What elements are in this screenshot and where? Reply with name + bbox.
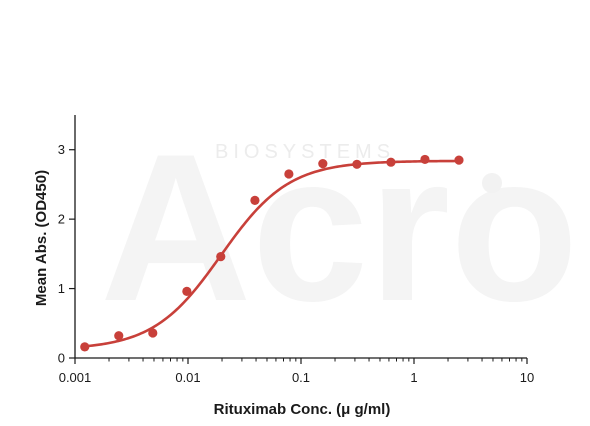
x-tick-label: 0.001: [59, 370, 92, 385]
watermark: Acro BIOSYSTEMS: [100, 110, 578, 345]
data-point: [284, 169, 294, 179]
x-tick-label: 1: [410, 370, 417, 385]
x-tick-label: 10: [520, 370, 534, 385]
data-point: [80, 342, 90, 352]
x-axis-title: Rituximab Conc. (μ g/ml): [214, 401, 391, 418]
x-tick-label: 0.1: [292, 370, 310, 385]
data-point: [114, 331, 124, 341]
data-point: [352, 159, 362, 169]
y-tick-label: 3: [58, 142, 65, 157]
data-point: [216, 252, 226, 262]
y-tick-label: 2: [58, 212, 65, 227]
data-points: [80, 154, 464, 352]
data-point: [250, 195, 260, 205]
y-tick-label: 1: [58, 281, 65, 296]
data-point: [318, 159, 328, 169]
data-point: [420, 154, 430, 165]
data-point: [182, 286, 192, 296]
data-point: [386, 157, 396, 167]
y-tick-label: 0: [58, 351, 65, 366]
data-point: [148, 328, 158, 338]
watermark-line: BIOSYSTEMS: [215, 141, 395, 163]
fit-curve: [84, 159, 459, 348]
y-axis-title: Mean Abs. (OD450): [33, 170, 50, 306]
x-tick-label: 0.01: [175, 370, 200, 385]
watermark-dot: [482, 173, 502, 193]
data-point: [454, 155, 464, 165]
axes: 0.001 0.01 0.1 1 10 0 1 2 3: [58, 115, 534, 385]
